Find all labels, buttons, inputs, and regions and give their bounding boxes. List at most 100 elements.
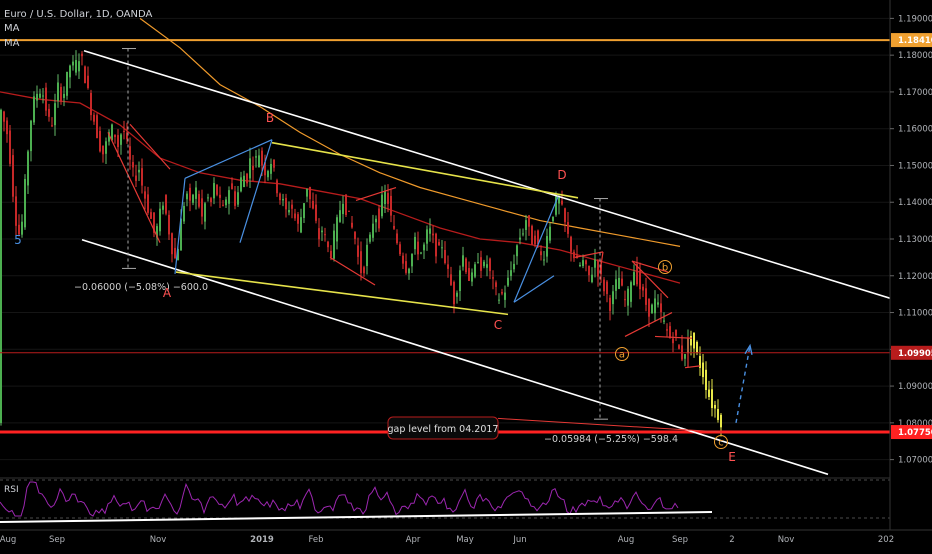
candle-body [90,92,92,116]
candle-body [333,230,335,259]
candle-body [399,244,401,255]
candle-body [48,108,50,117]
candle-body [444,249,446,263]
candle-body [60,86,62,101]
time-tick-label: Jun [512,535,526,545]
price-tick-label: 1.17000 [898,88,932,98]
candle-body [618,277,620,289]
candle-body [165,195,167,214]
candle-body [366,244,368,267]
candle-body [381,194,383,217]
triangle-lower-line [175,271,509,316]
price-tag-box [891,33,932,48]
candle-body [114,134,116,138]
candle-body [690,336,692,346]
price-tick-label: 1.13000 [898,235,932,245]
candle-body [63,93,65,98]
candle-body [450,274,452,285]
wave-label-E: E [728,450,736,464]
candle-body [525,220,527,230]
time-tick-label: Sep [672,535,688,545]
candle-body [648,298,650,317]
candle-body [279,193,281,201]
price-tick-label: 1.14000 [898,198,932,208]
candle-body [411,254,413,267]
candle-body [96,115,98,139]
candle-body [309,186,311,200]
price-tick-label: 1.19000 [898,14,932,24]
candle-body [402,255,404,264]
wave-blue-line [513,275,555,303]
wave-label-B: B [266,111,274,125]
indicator-ma-2[interactable]: MA [4,38,20,49]
projection-arrowhead [744,343,753,355]
indicator-ma-1[interactable]: MA [4,23,20,34]
candle-body [270,163,272,174]
wave-label-circle [615,347,629,361]
price-tag-label: 1.09905 [898,349,932,359]
candle-body [657,302,659,305]
candle-body [9,130,11,164]
candle-body [144,191,146,199]
candle-body [246,173,248,184]
candle-body [27,151,29,186]
candle-body [21,221,23,235]
candle-body [675,330,677,336]
time-tick-label: Feb [308,535,323,545]
rsi-label: RSI [4,485,19,495]
candle-body [156,226,158,238]
candle-body [57,82,59,101]
candle-body [642,286,644,291]
candle-body [678,345,680,349]
candle-body [660,303,662,313]
candle-body [717,409,719,420]
candle-body [537,230,539,245]
candle-body [567,222,569,234]
candle-body [255,156,257,158]
candle-body [384,190,386,205]
wave-label-C: C [494,318,502,332]
candle-body [588,265,590,276]
triangle-upper-line [271,141,579,199]
candle-body [507,277,509,286]
callout-leader-line [497,417,723,433]
candle-body [78,61,80,72]
candle-body [240,177,242,192]
price-tick-label: 1.16000 [898,125,932,135]
candle-body [150,212,152,219]
candle-body [177,249,179,261]
price-tick-label: 1.15000 [898,161,932,171]
wave-label-circle [658,260,672,274]
candle-body [606,281,608,294]
candle-body [39,93,41,98]
candle-body [513,263,515,270]
candle-body [18,224,20,235]
time-tick-label: Aug [618,535,635,545]
candle-body [477,262,479,264]
candle-body [651,304,653,314]
candle-body [522,233,524,235]
candle-body [396,233,398,244]
candle-body [417,241,419,255]
candle-body [234,191,236,206]
candle-body [174,247,176,258]
candle-body [72,61,74,66]
candle-body [603,279,605,292]
candle-body [552,216,554,222]
candle-body [273,159,275,168]
wave-label-a: a [619,350,625,361]
candle-body [249,158,251,179]
wave-red-line [684,365,701,369]
candle-body [615,279,617,291]
candle-body [327,241,329,248]
candle-body [195,187,197,199]
candle-body [474,264,476,277]
price-tick-label: 1.09000 [898,382,932,392]
candle-body [300,217,302,233]
candle-body [663,320,665,322]
candle-body [171,233,173,255]
candle-body [486,264,488,268]
candle-body [318,228,320,240]
